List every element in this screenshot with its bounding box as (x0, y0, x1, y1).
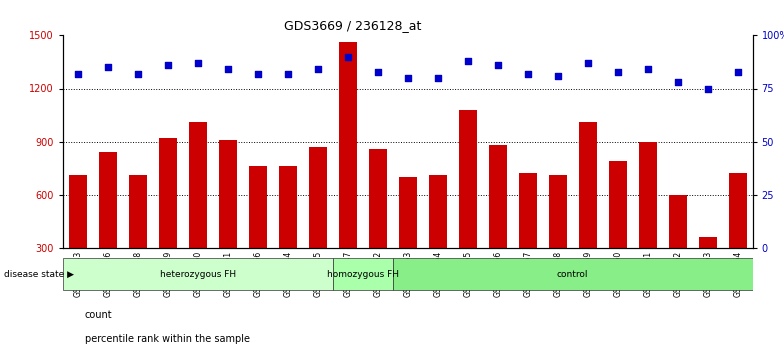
Bar (728, 173, 746, 248)
Bar (309, 147, 327, 248)
Text: percentile rank within the sample: percentile rank within the sample (85, 335, 249, 344)
Bar (519, 173, 537, 248)
Point (431, 75, 444, 81)
Bar (488, 145, 506, 248)
FancyBboxPatch shape (63, 258, 332, 290)
Text: control: control (557, 270, 589, 279)
Point (671, 79, 684, 85)
Point (702, 86, 714, 91)
Point (582, 60, 594, 66)
Bar (158, 138, 176, 248)
Point (101, 64, 114, 70)
Bar (219, 140, 237, 248)
Text: disease state ▶: disease state ▶ (4, 270, 74, 279)
Point (551, 73, 564, 79)
Bar (549, 175, 567, 248)
Bar (278, 166, 296, 248)
Point (731, 69, 744, 74)
Point (162, 62, 174, 68)
Bar (69, 175, 87, 248)
Bar (99, 152, 117, 248)
FancyBboxPatch shape (332, 258, 393, 290)
Point (612, 69, 624, 74)
Text: count: count (85, 310, 112, 320)
Bar (339, 42, 357, 248)
Text: heterozygous FH: heterozygous FH (160, 270, 236, 279)
Point (71, 71, 84, 76)
FancyBboxPatch shape (393, 258, 753, 290)
Bar (608, 161, 626, 248)
Text: homozygous FH: homozygous FH (327, 270, 399, 279)
Bar (189, 122, 207, 248)
Point (341, 54, 354, 59)
Point (221, 67, 234, 72)
Text: GDS3669 / 236128_at: GDS3669 / 236128_at (284, 19, 422, 33)
Bar (459, 110, 477, 248)
Bar (699, 237, 717, 248)
Bar (399, 177, 416, 248)
Point (132, 71, 144, 76)
Bar (669, 195, 687, 248)
Bar (368, 149, 387, 248)
Point (401, 75, 414, 81)
Bar (639, 142, 657, 248)
Point (252, 71, 264, 76)
Point (281, 71, 294, 76)
Point (462, 58, 474, 64)
Point (492, 62, 504, 68)
Bar (579, 122, 597, 248)
Point (311, 67, 324, 72)
Point (372, 69, 384, 74)
Point (641, 67, 654, 72)
Bar (429, 175, 447, 248)
Bar (129, 175, 147, 248)
Bar (249, 166, 267, 248)
Point (521, 71, 534, 76)
Point (191, 60, 204, 66)
